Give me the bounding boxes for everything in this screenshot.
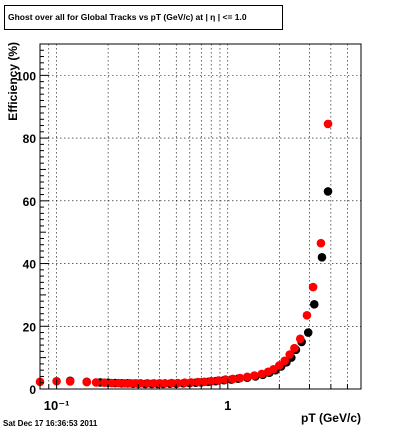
data-point bbox=[290, 343, 299, 353]
x-tick-label: 1 bbox=[224, 398, 231, 413]
data-point bbox=[303, 328, 313, 337]
y-axis-label: Efficiency (%) bbox=[6, 42, 20, 121]
data-point bbox=[309, 300, 319, 309]
data-point bbox=[221, 375, 230, 384]
data-points bbox=[35, 119, 333, 389]
axis-ticks: 0 20 40 60 80 100 10⁻¹ 1 bbox=[16, 43, 362, 413]
data-point bbox=[316, 238, 326, 248]
data-point bbox=[186, 378, 196, 387]
data-point bbox=[250, 371, 259, 380]
y-tick-label: 40 bbox=[23, 258, 37, 272]
chart-title: Ghost over all for Global Tracks vs pT (… bbox=[4, 5, 283, 30]
data-point bbox=[91, 378, 101, 387]
data-point bbox=[323, 187, 333, 196]
y-tick-label: 0 bbox=[29, 383, 36, 397]
data-point bbox=[114, 378, 123, 388]
y-tick-label: 100 bbox=[16, 69, 36, 83]
data-point bbox=[285, 350, 295, 359]
data-point bbox=[213, 376, 223, 385]
data-point bbox=[228, 374, 238, 384]
data-point bbox=[173, 378, 183, 388]
data-point bbox=[160, 379, 170, 388]
data-point bbox=[65, 377, 75, 386]
timestamp-footer: Sat Dec 17 16:36:53 2011 bbox=[3, 419, 98, 428]
y-tick-label: 80 bbox=[23, 132, 37, 146]
data-point bbox=[308, 282, 318, 292]
data-point bbox=[107, 378, 117, 388]
data-point bbox=[143, 379, 152, 388]
y-tick-label: 20 bbox=[23, 320, 37, 334]
data-point bbox=[193, 377, 203, 387]
data-point bbox=[180, 378, 189, 388]
data-point bbox=[206, 376, 216, 386]
data-point bbox=[323, 119, 333, 129]
plot-frame bbox=[39, 43, 362, 390]
data-point bbox=[280, 356, 289, 366]
data-point bbox=[242, 372, 252, 382]
data-point bbox=[200, 377, 209, 387]
data-point bbox=[302, 310, 312, 320]
grid-lines bbox=[39, 44, 362, 389]
data-point bbox=[317, 252, 327, 262]
data-point bbox=[100, 378, 109, 388]
data-point bbox=[167, 378, 176, 388]
data-point bbox=[82, 377, 92, 387]
x-tick-label: 10⁻¹ bbox=[44, 398, 70, 413]
x-axis-label: pT (GeV/c) bbox=[301, 411, 361, 425]
data-point bbox=[295, 334, 305, 344]
y-tick-label: 60 bbox=[23, 195, 37, 209]
data-point bbox=[235, 373, 245, 383]
